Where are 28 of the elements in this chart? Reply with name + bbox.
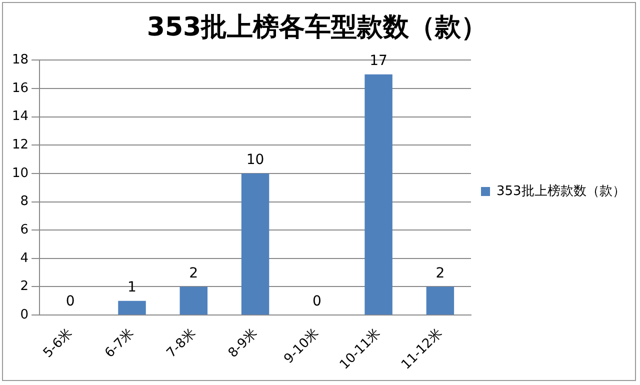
bar xyxy=(426,286,454,315)
bar xyxy=(118,300,146,315)
y-tick-label: 12 xyxy=(12,138,29,153)
y-tick-label: 0 xyxy=(20,307,29,322)
bar xyxy=(241,173,270,315)
data-label: 0 xyxy=(312,294,322,310)
y-tick-label: 14 xyxy=(12,109,29,124)
y-tick-label: 6 xyxy=(20,222,29,238)
x-tick-label: 6-7米 xyxy=(102,326,138,362)
x-tick-label: 5-6米 xyxy=(40,326,76,362)
y-tick-label: 4 xyxy=(20,250,29,266)
x-tick-label: 7-8米 xyxy=(164,326,199,362)
data-label: 17 xyxy=(370,53,388,69)
y-tick-label: 2 xyxy=(20,279,29,294)
y-tick-label: 16 xyxy=(12,80,29,96)
y-tick-label: 10 xyxy=(12,166,29,181)
y-tick-label: 8 xyxy=(20,194,29,210)
data-label: 2 xyxy=(436,265,445,282)
legend-label: 353批上榜款数（款） xyxy=(496,184,626,199)
x-tick-label: 8-9米 xyxy=(226,326,260,362)
data-label: 10 xyxy=(246,152,264,168)
data-label: 2 xyxy=(189,265,198,282)
y-tick-label: 18 xyxy=(12,52,29,68)
bar xyxy=(180,286,208,315)
chart-title: 353批上榜各车型款数（款） xyxy=(146,12,488,42)
bar xyxy=(364,74,392,315)
data-label: 1 xyxy=(128,280,136,296)
data-label: 0 xyxy=(66,294,75,310)
